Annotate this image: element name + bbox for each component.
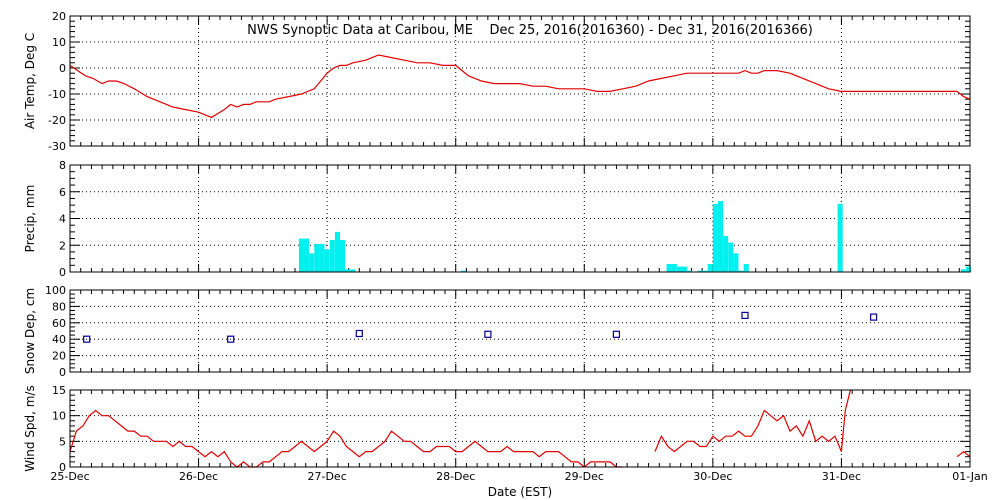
precip-ytick-label: 0 <box>59 266 66 279</box>
snow-depth-point <box>355 329 363 338</box>
temp-panel: 20 10 0 -10 -20 -30 Air Temp, Deg C <box>23 10 971 153</box>
temp-ytick-label: -30 <box>48 140 66 153</box>
x-axis-label: Date (EST) <box>488 485 552 499</box>
snow-frame <box>69 289 971 373</box>
wind-frame <box>69 389 971 468</box>
chart-title: NWS Synoptic Data at Caribou, ME Dec 25,… <box>247 23 813 38</box>
snow-ytick-label: 20 <box>52 350 66 363</box>
precip-bar <box>340 239 346 272</box>
temp-ytick-label: -10 <box>48 88 66 101</box>
precip-bar <box>707 264 713 272</box>
precip-bar <box>460 270 466 272</box>
precip-bar <box>961 269 967 272</box>
precip-bar <box>738 270 744 272</box>
x-tick-label: 29-Dec <box>565 470 604 483</box>
x-tick-label: 28-Dec <box>436 470 475 483</box>
snow-ytick-label: 0 <box>59 366 66 379</box>
temp-ytick-label: 0 <box>59 62 66 75</box>
precip-bar <box>733 253 739 272</box>
x-tick-label: 31-Dec <box>822 470 861 483</box>
x-tick-label: 25-Dec <box>50 470 89 483</box>
wind-ytick-label: 15 <box>52 384 66 397</box>
precip-bar <box>671 264 677 272</box>
precip-bar <box>687 270 693 272</box>
wind-series-line <box>654 389 851 453</box>
precip-bar <box>329 239 335 272</box>
wind-ytick-label: 5 <box>59 435 66 448</box>
precip-bar <box>676 266 682 272</box>
precip-bar <box>304 238 310 272</box>
snow-depth-point <box>612 330 621 338</box>
precip-frame <box>69 164 971 273</box>
temp-ytick-label: 10 <box>52 36 66 49</box>
temp-ytick-label: 20 <box>52 10 66 23</box>
precip-y-axis-label: Precip, mm <box>23 185 37 253</box>
wind-ytick-label: 0 <box>59 461 66 474</box>
precip-bar <box>682 266 688 272</box>
wind-series-line <box>956 450 971 458</box>
precip-bar <box>298 238 304 272</box>
wind-series-line <box>69 409 623 468</box>
snow-ytick-label: 100 <box>45 284 66 297</box>
x-tick-label: 01-Jan <box>952 470 988 483</box>
snow-depth-point <box>83 335 91 343</box>
precip-bar <box>334 231 340 272</box>
snow-ytick-label: 60 <box>52 317 66 330</box>
precip-bar <box>702 270 708 272</box>
x-tick-label: 30-Dec <box>693 470 732 483</box>
precip-bar <box>314 243 320 272</box>
precip-ytick-label: 2 <box>59 239 66 252</box>
precip-bar <box>350 269 356 272</box>
precip-ytick-label: 4 <box>59 213 66 226</box>
precip-bar <box>309 253 315 272</box>
temp-ytick-label: -20 <box>48 114 66 127</box>
snow-depth-point <box>741 311 749 319</box>
snow-depth-point <box>869 313 878 321</box>
precip-bar <box>666 264 672 272</box>
temp-series-line <box>69 54 971 119</box>
precip-bar <box>966 266 972 272</box>
precip-bar <box>345 269 351 272</box>
wind-panel: 15 10 5 0 Wind Spd, m/s <box>23 384 971 474</box>
precip-bar <box>743 264 749 272</box>
x-tick-label: 27-Dec <box>308 470 347 483</box>
precip-bar <box>319 243 325 272</box>
x-tick-label: 26-Dec <box>179 470 218 483</box>
wind-y-axis-label: Wind Spd, m/s <box>23 385 37 471</box>
wind-ytick-label: 10 <box>52 410 66 423</box>
precip-bar <box>324 249 330 272</box>
precip-bar <box>697 270 703 272</box>
precip-ytick-label: 6 <box>59 186 66 199</box>
precip-ytick-label: 8 <box>59 159 66 172</box>
snow-depth-point <box>227 335 235 343</box>
precip-bar <box>728 242 734 272</box>
temp-frame <box>69 15 971 147</box>
snow-ytick-label: 40 <box>52 333 66 346</box>
snow-y-axis-label: Snow Dep, cm <box>23 288 37 374</box>
precip-bar <box>712 203 718 272</box>
precip-bar <box>718 201 724 272</box>
precip-panel: 8 6 4 2 0 Precip, mm <box>23 159 972 279</box>
temp-y-axis-label: Air Temp, Deg C <box>23 33 37 129</box>
precip-bar <box>837 203 843 272</box>
snow-depth-point <box>484 330 492 338</box>
snow-ytick-label: 80 <box>52 300 66 313</box>
precip-bar <box>723 235 729 272</box>
snow-panel: 100 80 60 40 20 0 Snow Dep, cm <box>23 284 971 379</box>
